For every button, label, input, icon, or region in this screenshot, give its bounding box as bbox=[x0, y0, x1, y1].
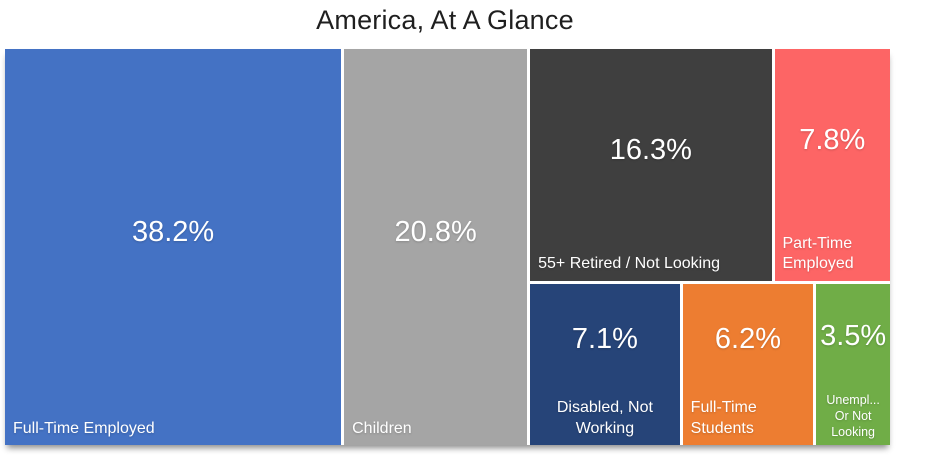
treemap-cell-children[interactable]: 20.8% Children bbox=[344, 49, 528, 445]
treemap-right-group: 16.3% 55+ Retired / Not Looking 7.8% Par… bbox=[530, 49, 890, 445]
treemap-cell-full-time-employed[interactable]: 38.2% Full-Time Employed bbox=[5, 49, 342, 445]
cell-value: 20.8% bbox=[394, 216, 477, 249]
cell-label: Unempl... Or Not Looking bbox=[826, 393, 880, 439]
treemap-cell-full-time-students[interactable]: 6.2% Full-Time Students bbox=[682, 283, 814, 445]
treemap: 38.2% Full-Time Employed 20.8% Children … bbox=[5, 49, 890, 445]
treemap-cell-disabled-not-working[interactable]: 7.1% Disabled, Not Working bbox=[530, 283, 680, 445]
cell-value: 16.3% bbox=[609, 134, 692, 167]
chart-title: America, At A Glance bbox=[316, 5, 574, 35]
treemap-top-row: 16.3% 55+ Retired / Not Looking 7.8% Par… bbox=[530, 49, 890, 281]
treemap-bottom-row: 7.1% Disabled, Not Working 6.2% Full-Tim… bbox=[530, 283, 890, 445]
cell-value: 3.5% bbox=[820, 320, 887, 353]
cell-value: 38.2% bbox=[131, 216, 215, 249]
cell-label: Disabled, Not Working bbox=[556, 399, 653, 437]
treemap-cell-unemployed-or-not-looking[interactable]: 3.5% Unempl... Or Not Looking bbox=[816, 283, 890, 445]
treemap-cell-part-time-employed[interactable]: 7.8% Part-Time Employed bbox=[774, 49, 890, 281]
cell-label: Full-Time Employed bbox=[13, 419, 155, 437]
cell-label: Part-Time Employed bbox=[782, 234, 854, 273]
treemap-cell-retired-55-not-looking[interactable]: 16.3% 55+ Retired / Not Looking bbox=[530, 49, 772, 281]
cell-value: 6.2% bbox=[714, 323, 782, 356]
cell-label: 55+ Retired / Not Looking bbox=[538, 255, 721, 273]
cell-label: Full-Time Students bbox=[690, 399, 757, 437]
cell-label: Children bbox=[352, 419, 412, 437]
cell-value: 7.8% bbox=[799, 123, 866, 156]
cell-value: 7.1% bbox=[571, 323, 638, 356]
